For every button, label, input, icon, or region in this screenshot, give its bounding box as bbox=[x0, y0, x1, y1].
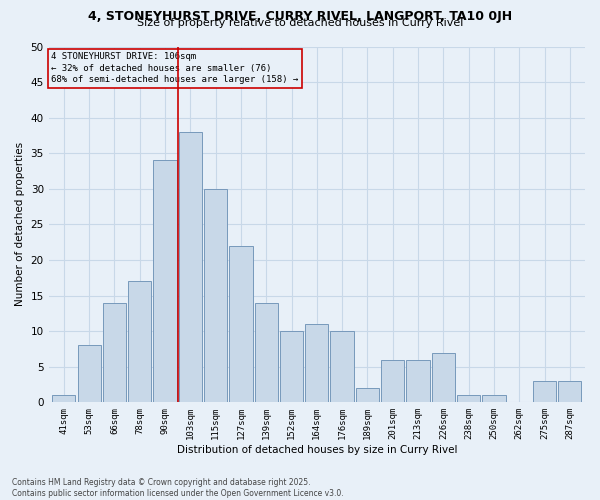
Bar bbox=[356, 388, 379, 402]
X-axis label: Distribution of detached houses by size in Curry Rivel: Distribution of detached houses by size … bbox=[176, 445, 457, 455]
Bar bbox=[204, 189, 227, 402]
Bar bbox=[52, 395, 76, 402]
Bar bbox=[254, 302, 278, 402]
Bar bbox=[128, 282, 151, 403]
Bar bbox=[103, 302, 126, 402]
Bar bbox=[154, 160, 176, 402]
Bar bbox=[179, 132, 202, 402]
Bar bbox=[381, 360, 404, 403]
Bar bbox=[457, 395, 480, 402]
Text: Contains HM Land Registry data © Crown copyright and database right 2025.
Contai: Contains HM Land Registry data © Crown c… bbox=[12, 478, 344, 498]
Bar bbox=[482, 395, 506, 402]
Bar bbox=[558, 381, 581, 402]
Text: 4, STONEYHURST DRIVE, CURRY RIVEL, LANGPORT, TA10 0JH: 4, STONEYHURST DRIVE, CURRY RIVEL, LANGP… bbox=[88, 10, 512, 23]
Y-axis label: Number of detached properties: Number of detached properties bbox=[15, 142, 25, 306]
Text: 4 STONEYHURST DRIVE: 106sqm
← 32% of detached houses are smaller (76)
68% of sem: 4 STONEYHURST DRIVE: 106sqm ← 32% of det… bbox=[52, 52, 299, 84]
Bar bbox=[77, 346, 101, 403]
Bar bbox=[305, 324, 328, 402]
Text: Size of property relative to detached houses in Curry Rivel: Size of property relative to detached ho… bbox=[137, 18, 463, 28]
Bar bbox=[229, 246, 253, 402]
Bar bbox=[280, 331, 303, 402]
Bar bbox=[331, 331, 354, 402]
Bar bbox=[533, 381, 556, 402]
Bar bbox=[406, 360, 430, 403]
Bar bbox=[431, 352, 455, 403]
